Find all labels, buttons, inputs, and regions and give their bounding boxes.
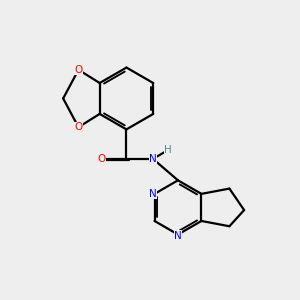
Text: H: H — [164, 145, 172, 155]
Text: O: O — [97, 154, 106, 164]
Text: N: N — [174, 231, 182, 241]
Text: N: N — [149, 154, 157, 164]
Text: O: O — [74, 122, 83, 132]
Text: O: O — [74, 65, 83, 75]
Text: N: N — [149, 189, 157, 199]
